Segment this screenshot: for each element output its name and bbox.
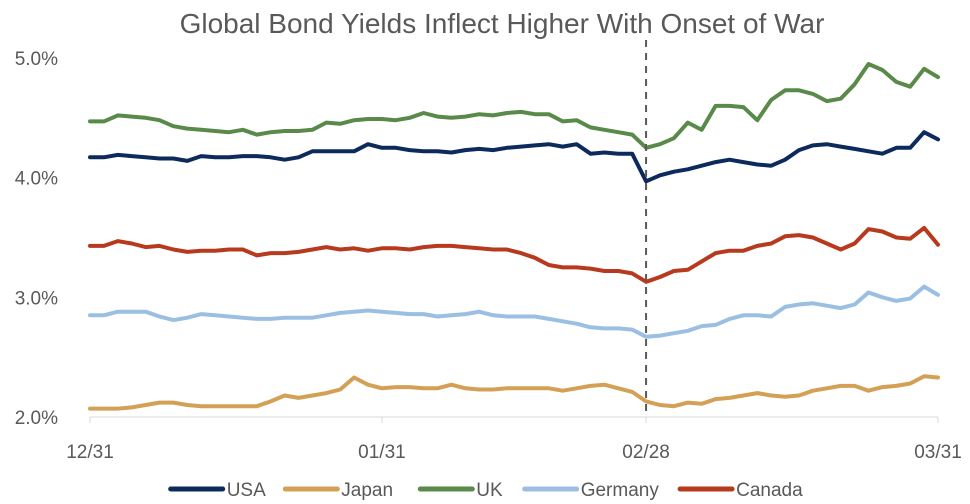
legend-label: Germany [581, 480, 660, 501]
x-tick-label: 03/31 [914, 442, 962, 463]
series-line-canada [88, 225, 940, 284]
y-tick-label: 3.0% [15, 288, 58, 309]
series-line-germany [88, 284, 940, 339]
legend: USA Japan UK Germany Canada [168, 480, 803, 501]
legend-item-usa: USA [168, 480, 266, 501]
x-tick-label: 02/28 [622, 442, 670, 463]
y-tick-label: 5.0% [15, 49, 58, 70]
chart-title: Global Bond Yields Inflect Higher With O… [180, 8, 825, 39]
legend-label: Japan [341, 480, 393, 501]
y-axis: 2.0% 3.0% 4.0% 5.0% [15, 49, 58, 429]
legend-item-canada: Canada [677, 480, 803, 501]
legend-item-germany: Germany [522, 480, 660, 501]
legend-item-japan: Japan [282, 480, 393, 501]
x-tick-label: 01/31 [358, 442, 406, 463]
series-layer [88, 62, 940, 411]
series-line-uk [88, 62, 940, 150]
legend-item-uk: UK [417, 480, 503, 501]
legend-label: USA [227, 480, 266, 501]
legend-label: Canada [736, 480, 803, 501]
x-tick-label: 12/31 [66, 442, 114, 463]
series-line-usa [88, 130, 940, 184]
x-axis: 12/31 01/31 02/28 03/31 [66, 417, 962, 463]
y-tick-label: 2.0% [15, 408, 58, 429]
series-line-japan [88, 374, 940, 411]
legend-label: UK [476, 480, 503, 501]
y-tick-label: 4.0% [15, 169, 58, 190]
